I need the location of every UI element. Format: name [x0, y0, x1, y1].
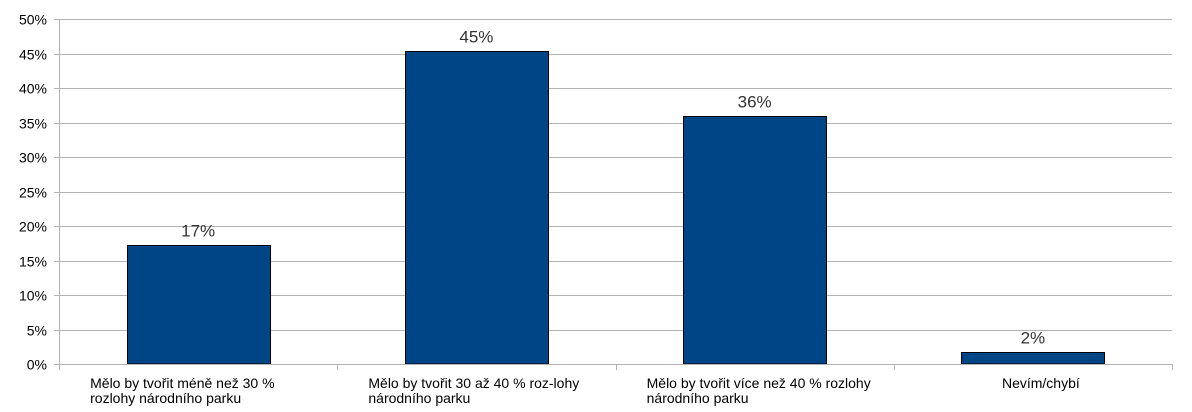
bar-3: [961, 352, 1105, 365]
category-label-3: Nevím/chybí: [1001, 376, 1080, 391]
category-label-0: Mělo by tvořit méně než 30 % rozlohy nár…: [90, 376, 275, 406]
y-tick-label-2: 10%: [19, 288, 47, 304]
y-tick-label-1: 5%: [27, 323, 47, 339]
y-tick-label-9: 45%: [19, 47, 47, 63]
bar-1: [405, 51, 549, 365]
y-axis-ticks: 0% 5% 10% 15% 20% 25% 30% 35% 40% 45% 50%: [19, 12, 59, 373]
y-tick-label-4: 20%: [19, 219, 47, 235]
data-label-3: 2%: [1021, 329, 1046, 348]
y-tick-label-6: 30%: [19, 150, 47, 166]
y-tick-label-0: 0%: [27, 357, 47, 373]
data-label-2: 36%: [738, 93, 772, 112]
y-tick-label-8: 40%: [19, 81, 47, 97]
data-label-1: 45%: [459, 28, 493, 47]
axes: [59, 19, 1173, 370]
y-tick-label-10: 50%: [19, 12, 47, 28]
data-label-0: 17%: [181, 222, 215, 241]
bar-0: [127, 245, 271, 365]
y-tick-label-7: 35%: [19, 116, 47, 132]
data-labels: 17% 45% 36% 2%: [181, 28, 1045, 348]
bars: [127, 51, 1105, 365]
y-tick-label-5: 25%: [19, 185, 47, 201]
category-label-2: Mělo by tvořit více než 40 % rozlohy nár…: [646, 376, 871, 406]
category-label-1: Mělo by tvořit 30 až 40 % roz-lohy národ…: [368, 376, 580, 406]
y-tick-label-3: 15%: [19, 254, 47, 270]
bar-2: [683, 116, 827, 365]
